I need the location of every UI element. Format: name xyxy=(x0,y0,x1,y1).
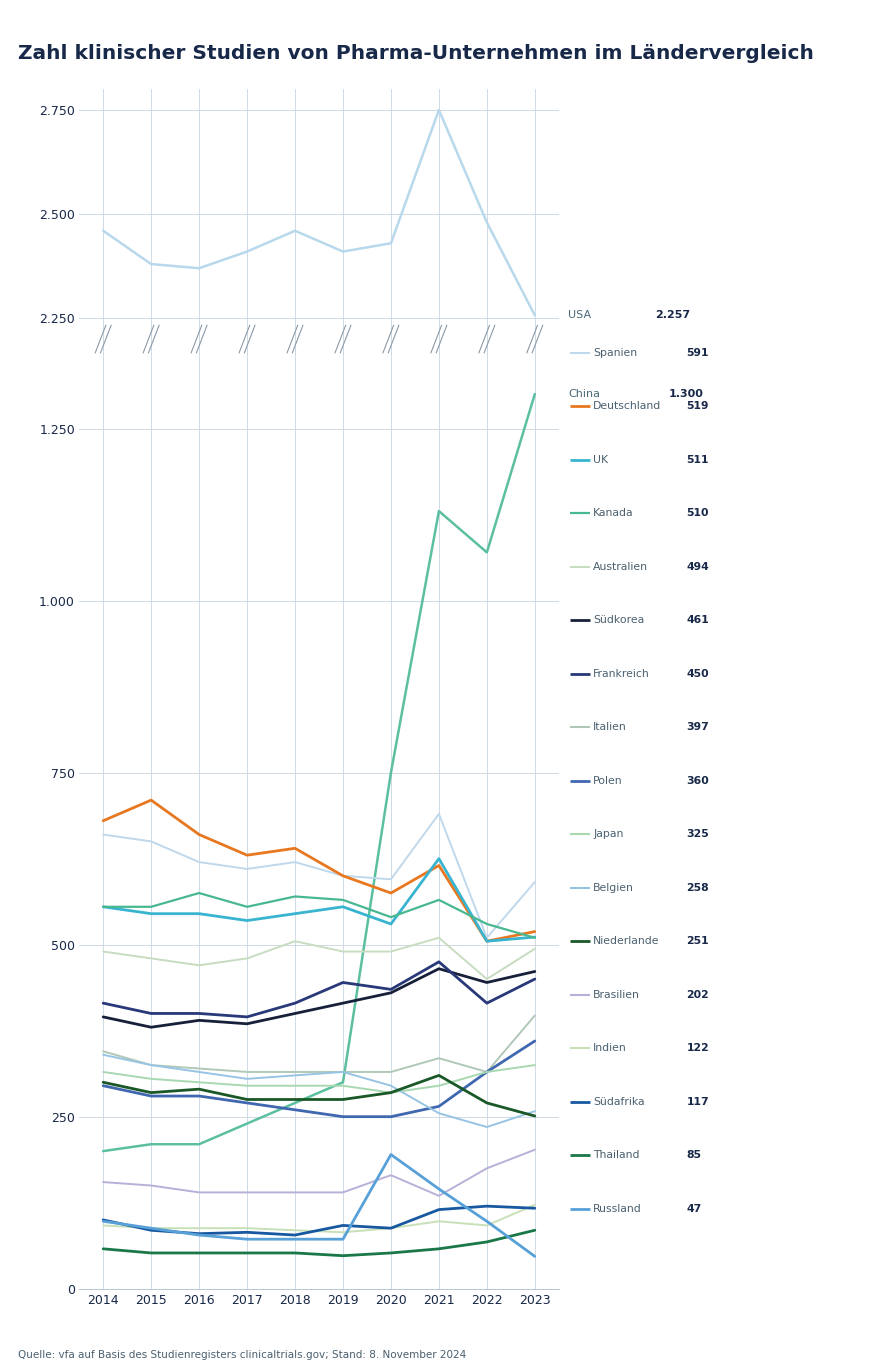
Text: Italien: Italien xyxy=(593,723,627,732)
Text: Südkorea: Südkorea xyxy=(593,616,644,625)
Text: 85: 85 xyxy=(686,1150,701,1160)
Text: 511: 511 xyxy=(686,455,709,465)
Text: 360: 360 xyxy=(686,776,709,786)
Text: Thailand: Thailand xyxy=(593,1150,640,1160)
Text: 591: 591 xyxy=(686,348,709,358)
Text: 494: 494 xyxy=(686,562,709,572)
Text: 325: 325 xyxy=(686,829,709,839)
Text: Russland: Russland xyxy=(593,1204,642,1213)
Text: Niederlande: Niederlande xyxy=(593,936,660,946)
Text: Polen: Polen xyxy=(593,776,623,786)
Text: Deutschland: Deutschland xyxy=(593,402,662,411)
Text: Kanada: Kanada xyxy=(593,509,634,518)
Text: 1.300: 1.300 xyxy=(669,389,704,399)
Text: Spanien: Spanien xyxy=(593,348,637,358)
Text: 397: 397 xyxy=(686,723,709,732)
Text: Indien: Indien xyxy=(593,1043,627,1053)
Text: Belgien: Belgien xyxy=(593,883,634,893)
Text: Quelle: vfa auf Basis des Studienregisters clinicaltrials.gov; Stand: 8. Novembe: Quelle: vfa auf Basis des Studienregiste… xyxy=(18,1350,466,1360)
Text: 47: 47 xyxy=(686,1204,701,1213)
Text: USA: USA xyxy=(568,310,591,321)
Text: Frankreich: Frankreich xyxy=(593,669,649,679)
Text: UK: UK xyxy=(593,455,608,465)
Text: 519: 519 xyxy=(686,402,709,411)
Text: Brasilien: Brasilien xyxy=(593,990,640,999)
Text: 202: 202 xyxy=(686,990,709,999)
Text: 510: 510 xyxy=(686,509,709,518)
Text: 258: 258 xyxy=(686,883,709,893)
Text: Australien: Australien xyxy=(593,562,648,572)
Text: 251: 251 xyxy=(686,936,709,946)
Text: 450: 450 xyxy=(686,669,709,679)
Text: 461: 461 xyxy=(686,616,709,625)
Text: Zahl klinischer Studien von Pharma-Unternehmen im Ländervergleich: Zahl klinischer Studien von Pharma-Unter… xyxy=(18,44,813,63)
Text: 122: 122 xyxy=(686,1043,709,1053)
Text: Südafrika: Südafrika xyxy=(593,1097,645,1106)
Text: Japan: Japan xyxy=(593,829,624,839)
Text: 117: 117 xyxy=(686,1097,709,1106)
Text: China: China xyxy=(568,389,600,399)
Text: 2.257: 2.257 xyxy=(655,310,690,321)
